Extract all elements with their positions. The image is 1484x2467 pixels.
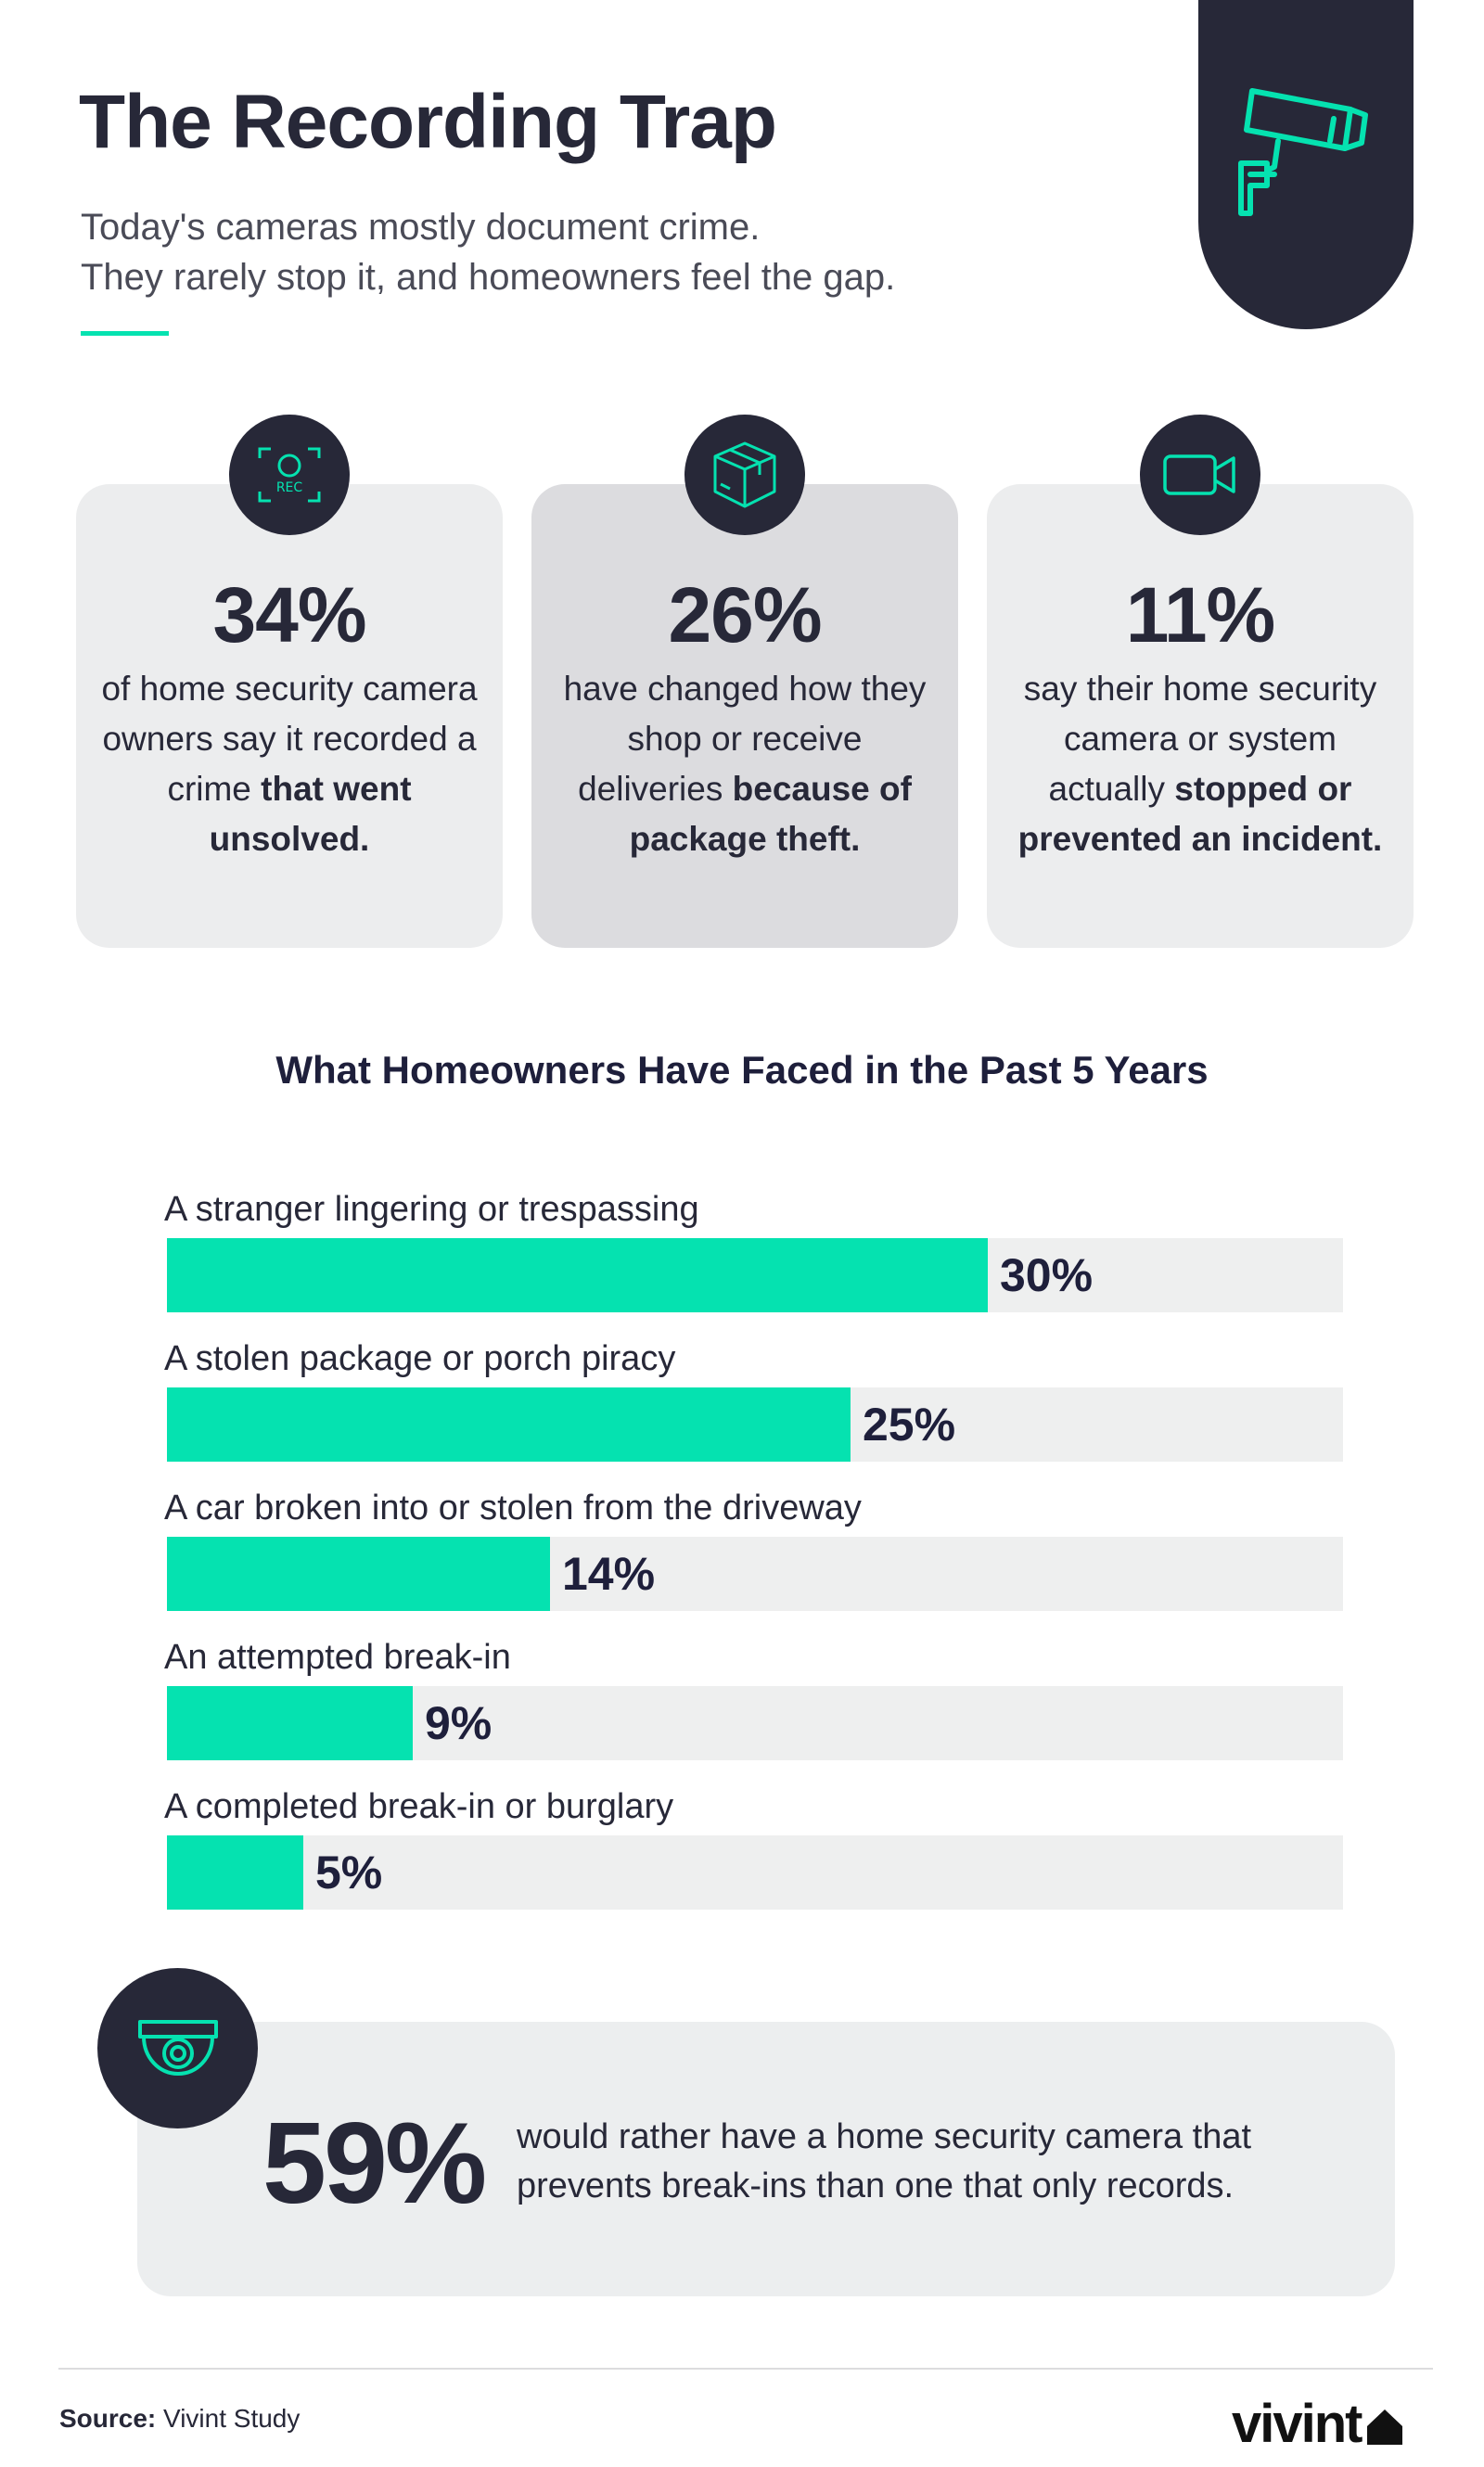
- page-subtitle: Today's cameras mostly document crime. T…: [81, 202, 1101, 302]
- stat-icon-1: REC: [229, 415, 350, 535]
- source-value: Vivint Study: [163, 2404, 301, 2433]
- stat-value-2: 26%: [668, 571, 822, 658]
- callout-panel: [137, 2022, 1395, 2296]
- package-icon: [713, 441, 776, 508]
- bar-label: A completed break-in or burglary: [164, 1787, 674, 1826]
- footer-divider: [58, 2368, 1433, 2370]
- bar-value-label: 9%: [425, 1697, 493, 1749]
- bar-label: An attempted break-in: [164, 1638, 511, 1677]
- bar-value-label: 5%: [315, 1847, 383, 1898]
- bar: [167, 1835, 303, 1910]
- page-title: The Recording Trap: [79, 80, 777, 164]
- title-accent-divider: [81, 331, 169, 336]
- stat-description-3-plain: say their home security camera or system…: [1023, 670, 1377, 808]
- bar: [167, 1387, 851, 1462]
- subtitle-line-2: They rarely stop it, and homeowners feel…: [81, 257, 896, 298]
- bar-label: A stranger lingering or trespassing: [164, 1190, 699, 1229]
- stat-description-1-bold: that went unsolved.: [209, 770, 412, 858]
- bar-track: 30%: [167, 1238, 1343, 1312]
- security-camera-icon: [1238, 88, 1368, 216]
- subtitle-line-1: Today's cameras mostly document crime.: [81, 207, 761, 248]
- bar-track: 25%: [167, 1387, 1343, 1462]
- bar: [167, 1537, 550, 1611]
- stat-icon-3: [1140, 415, 1260, 535]
- stat-card-2: [531, 484, 958, 948]
- stat-description-2-bold: because of package theft.: [629, 770, 912, 858]
- bar-value-label: 25%: [863, 1399, 956, 1451]
- stat-description-2-plain: have changed how they shop or receive de…: [563, 670, 927, 808]
- header-badge: [1198, 0, 1414, 329]
- bar-value-label: 14%: [562, 1548, 656, 1600]
- rec-icon: REC: [258, 447, 321, 503]
- stat-icon-2: [684, 415, 805, 535]
- bar-label: A stolen package or porch piracy: [164, 1339, 676, 1378]
- logo-wordmark: vivint: [1232, 2394, 1362, 2454]
- bar-track: 14%: [167, 1537, 1343, 1611]
- bar: [167, 1686, 413, 1760]
- stat-value-3: 11%: [1125, 571, 1276, 658]
- stat-value-1: 34%: [212, 571, 366, 658]
- stat-card-1: [76, 484, 503, 948]
- chart-title: What Homeowners Have Faced in the Past 5…: [275, 1048, 1209, 1092]
- bar: [167, 1238, 988, 1312]
- callout-text-line-2: prevents break-ins than one that only re…: [517, 2167, 1235, 2205]
- stat-description-1-plain: of home security camera owners say it re…: [101, 670, 478, 808]
- rec-icon-label: REC: [276, 480, 303, 495]
- dome-camera-icon: [137, 2019, 218, 2076]
- stat-description-3: say their home security camera or system…: [1004, 664, 1397, 864]
- stat-card-3: [987, 484, 1414, 948]
- house-icon: [1366, 2409, 1402, 2445]
- bar-label: A car broken into or stolen from the dri…: [164, 1489, 862, 1527]
- bar-value-label: 30%: [1000, 1249, 1094, 1301]
- callout-text: would rather have a home security camera…: [517, 2113, 1370, 2211]
- stat-description-3-bold: stopped or prevented an incident.: [1017, 770, 1383, 858]
- callout-value: 59%: [262, 2100, 487, 2228]
- video-camera-icon: [1163, 454, 1235, 495]
- callout-text-line-1: would rather have a home security camera…: [517, 2117, 1252, 2156]
- source-label: Source:: [59, 2404, 157, 2433]
- callout-icon-badge: [97, 1968, 258, 2128]
- bar-track: 5%: [167, 1835, 1343, 1910]
- bar-track: 9%: [167, 1686, 1343, 1760]
- stat-description-2: have changed how they shop or receive de…: [555, 664, 935, 864]
- vivint-logo: vivint: [1232, 2393, 1406, 2455]
- source-note: Source: Vivint Study: [59, 2404, 300, 2434]
- stat-description-1: of home security camera owners say it re…: [95, 664, 484, 864]
